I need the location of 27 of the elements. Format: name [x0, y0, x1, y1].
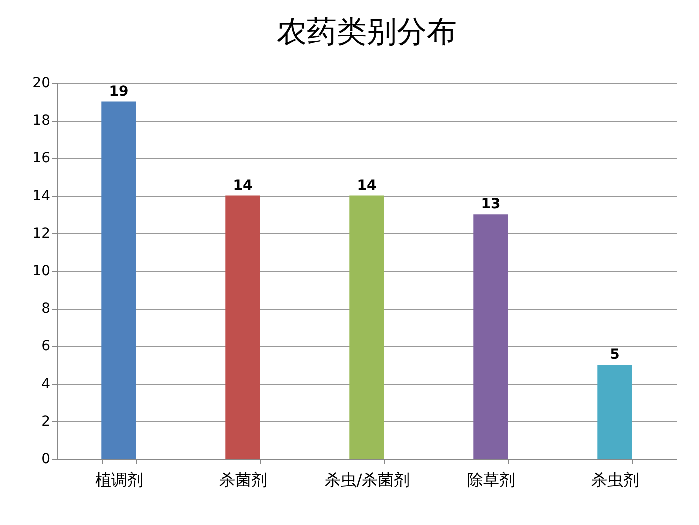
- y-tick-label: 6: [42, 338, 51, 355]
- y-tick-label: 10: [32, 264, 50, 280]
- y-tick-label: 2: [42, 414, 50, 430]
- bar: [226, 196, 260, 459]
- y-tick-label: 8: [42, 301, 50, 318]
- y-tick-label: 16: [32, 150, 51, 167]
- bar: [474, 214, 508, 459]
- y-tick-label: 20: [32, 76, 50, 92]
- data-label: 14: [233, 178, 253, 194]
- bar: [350, 196, 384, 459]
- y-tick-label: 14: [32, 188, 51, 204]
- bar: [598, 365, 632, 459]
- data-label: 14: [357, 178, 377, 194]
- x-tick-label: 杀虫剂: [592, 470, 640, 490]
- data-label: 13: [481, 196, 501, 213]
- bar: [102, 102, 136, 459]
- data-label: 19: [109, 84, 129, 100]
- y-tick-label: 18: [32, 113, 50, 130]
- x-tick-label: 植调剂: [96, 470, 144, 490]
- x-tick-label: 除草剂: [468, 470, 516, 490]
- x-tick-label: 杀虫/杀菌剂: [324, 470, 410, 490]
- chart-title: 农药类别分布: [277, 15, 457, 50]
- y-tick-label: 12: [32, 226, 50, 242]
- y-tick-label: 4: [42, 376, 51, 392]
- y-tick-label: 0: [42, 452, 50, 468]
- data-label: 5: [610, 347, 620, 363]
- x-tick-label: 杀菌剂: [220, 470, 268, 490]
